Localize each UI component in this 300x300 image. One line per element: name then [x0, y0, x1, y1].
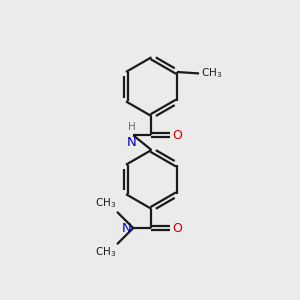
Text: CH$_3$: CH$_3$: [94, 196, 116, 210]
Text: N: N: [127, 136, 136, 149]
Text: O: O: [172, 129, 182, 142]
Text: N: N: [122, 221, 131, 235]
Text: CH$_3$: CH$_3$: [94, 246, 116, 260]
Text: CH$_3$: CH$_3$: [200, 67, 222, 80]
Text: O: O: [172, 221, 182, 235]
Text: H: H: [128, 122, 136, 132]
